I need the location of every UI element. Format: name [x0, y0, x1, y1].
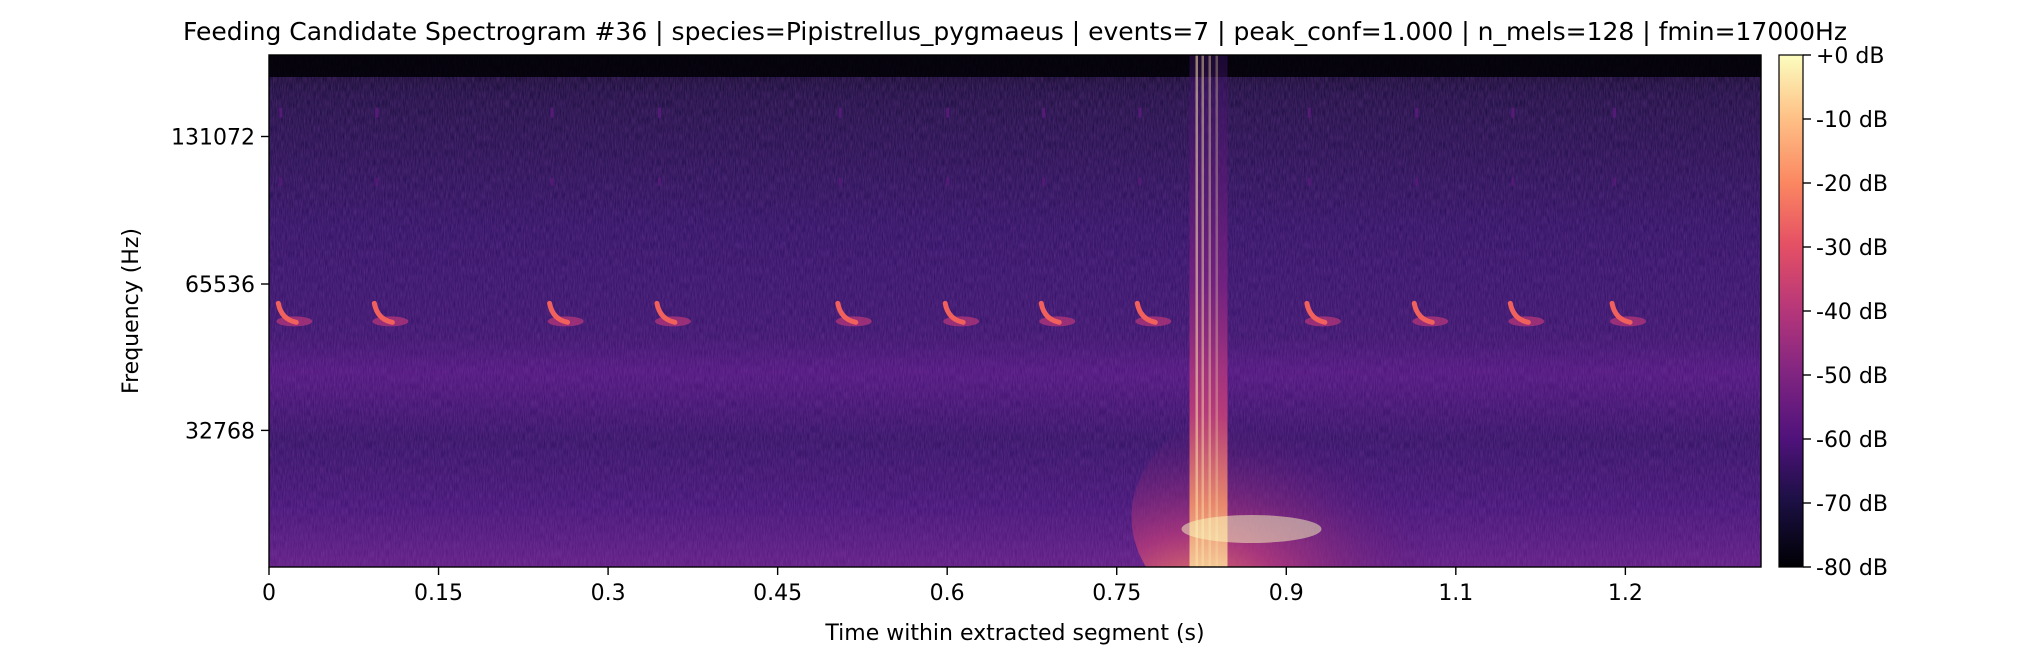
call-harmonic	[1138, 177, 1142, 186]
burst-streak	[1201, 55, 1204, 567]
spectrogram-noise	[269, 55, 1761, 567]
call-harmonic	[279, 177, 283, 186]
call-harmonic	[1415, 107, 1419, 118]
x-axis: 0 0.15 0.3 0.45 0.6 0.75 0.9 1.1 1.2	[262, 567, 1643, 606]
call-harmonic	[550, 107, 554, 118]
burst-streak	[1215, 55, 1218, 567]
call-sweep	[942, 300, 966, 325]
call-harmonic	[375, 107, 379, 118]
call-harmonic	[1307, 177, 1311, 186]
colorbar-tick-label: +0 dB	[1816, 44, 1884, 69]
call-harmonic	[550, 177, 554, 186]
echolocation-call	[942, 107, 980, 327]
echolocation-call	[654, 107, 691, 327]
x-tick-label: 1.2	[1608, 581, 1643, 606]
x-axis-label: Time within extracted segment (s)	[824, 621, 1204, 646]
call-harmonic	[838, 177, 842, 186]
call-sweep	[1038, 300, 1062, 325]
x-tick-label: 1.1	[1438, 581, 1473, 606]
call-harmonic	[1511, 107, 1515, 118]
x-tick-label: 0.45	[753, 581, 802, 606]
y-axis: 32768 65536 131072	[171, 126, 269, 444]
call-sweep	[371, 300, 395, 325]
call-sweep	[835, 300, 859, 325]
x-tick-label: 0	[262, 581, 276, 606]
burst-hotspot	[1181, 515, 1322, 543]
y-axis-label: Frequency (Hz)	[119, 228, 144, 394]
plot-frame	[268, 54, 1762, 568]
colorbar: +0 dB -10 dB -20 dB -30 dB -40 dB -50 dB -60 d…	[1778, 44, 1888, 581]
call-harmonic	[1511, 177, 1515, 186]
top-dark-band	[269, 55, 1761, 77]
colorbar-tick-label: -40 dB	[1816, 300, 1888, 325]
call-harmonic	[375, 177, 379, 186]
echolocation-call	[1507, 107, 1545, 327]
call-harmonic	[838, 107, 842, 118]
call-harmonic	[1138, 107, 1142, 118]
echolocation-call	[1411, 107, 1449, 327]
colorbar-tick-label: -70 dB	[1816, 492, 1888, 517]
call-sweep	[547, 300, 571, 325]
x-tick-label: 0.6	[930, 581, 965, 606]
colorbar-gradient	[1778, 54, 1804, 568]
colorbar-tick-label: -20 dB	[1816, 172, 1888, 197]
call-harmonic	[657, 107, 661, 118]
colorbar-tick-label: -10 dB	[1816, 108, 1888, 133]
burst-streak	[1195, 55, 1198, 567]
call-harmonic	[1042, 107, 1046, 118]
plot-area	[269, 55, 1761, 567]
burst-streak	[1208, 55, 1211, 567]
call-harmonic	[279, 107, 283, 118]
call-sweep	[1507, 300, 1531, 325]
colorbar-tick-label: -50 dB	[1816, 364, 1888, 389]
call-harmonic	[1613, 107, 1617, 118]
y-tick-label: 131072	[171, 126, 255, 151]
echolocation-call	[1038, 107, 1076, 327]
y-tick-label: 65536	[185, 273, 255, 298]
call-harmonic	[1307, 107, 1311, 118]
echolocation-call	[835, 107, 872, 327]
echolocation-call	[371, 107, 409, 327]
echolocation-call	[275, 107, 313, 327]
call-sweep	[1609, 300, 1633, 325]
y-tick-label: 32768	[185, 419, 255, 444]
call-harmonic	[946, 177, 950, 186]
broadband-burst	[1131, 55, 1452, 567]
colorbar-tick-label: -30 dB	[1816, 236, 1888, 261]
colorbar-tick-label: -60 dB	[1816, 428, 1888, 453]
call-sweep	[275, 300, 299, 325]
echolocation-call	[1134, 107, 1172, 327]
call-harmonic	[1042, 177, 1046, 186]
echolocation-call	[1609, 107, 1647, 327]
x-tick-label: 0.15	[414, 581, 463, 606]
x-tick-label: 0.9	[1269, 581, 1304, 606]
chart-title: Feeding Candidate Spectrogram #36 | spec…	[183, 17, 1847, 46]
call-harmonic	[946, 107, 950, 118]
call-harmonic	[1613, 177, 1617, 186]
call-sweep	[1304, 300, 1328, 325]
call-sweep	[1134, 300, 1158, 325]
colorbar-ticks: +0 dB -10 dB -20 dB -30 dB -40 dB -50 dB -60 d…	[1803, 44, 1888, 581]
x-tick-label: 0.75	[1092, 581, 1141, 606]
call-sweep	[654, 300, 678, 325]
echolocation-call	[547, 107, 584, 327]
x-tick-label: 0.3	[591, 581, 626, 606]
call-sweep	[1411, 300, 1435, 325]
events-layer	[275, 55, 1647, 567]
colorbar-tick-label: -80 dB	[1816, 556, 1888, 581]
echolocation-call	[1304, 107, 1341, 327]
call-harmonic	[657, 177, 661, 186]
call-harmonic	[1415, 177, 1419, 186]
